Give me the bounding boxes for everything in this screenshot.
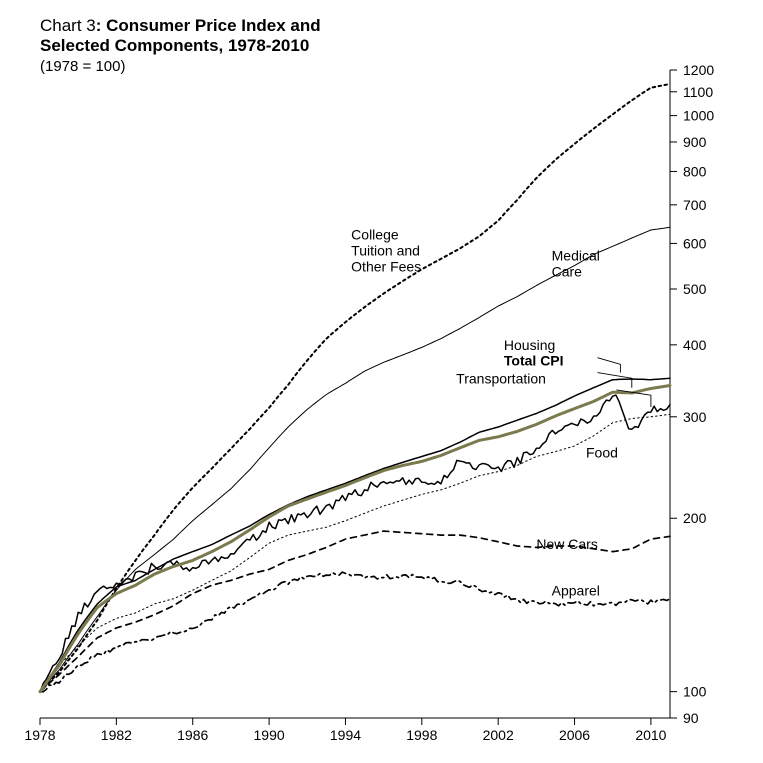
series-label-college: College <box>351 226 399 242</box>
x-tick-label: 2002 <box>483 727 514 743</box>
chart-title-prefix: Chart 3 <box>40 16 96 35</box>
y-tick-label: 90 <box>683 710 699 726</box>
y-tick-label: 900 <box>683 134 707 150</box>
x-tick-label: 1978 <box>24 727 55 743</box>
leader-housing <box>598 358 621 373</box>
series-label-transport: Transportation <box>456 370 546 386</box>
x-tick-label: 1990 <box>254 727 285 743</box>
chart-subtitle: (1978 = 100) <box>40 58 321 75</box>
x-tick-label: 1994 <box>330 727 361 743</box>
y-tick-label: 800 <box>683 163 707 179</box>
y-tick-label: 400 <box>683 337 707 353</box>
series-label-college: Tuition and <box>351 242 420 258</box>
series-food <box>40 414 670 691</box>
y-tick-label: 500 <box>683 281 707 297</box>
y-tick-label: 1200 <box>683 62 714 78</box>
x-tick-label: 1982 <box>101 727 132 743</box>
series-newcars <box>40 531 670 692</box>
series-label-medical: Medical <box>552 248 600 264</box>
series-medical <box>40 227 670 691</box>
y-tick-label: 100 <box>683 684 707 700</box>
y-tick-label: 600 <box>683 235 707 251</box>
series-label-food: Food <box>586 444 618 460</box>
y-tick-label: 1000 <box>683 108 714 124</box>
series-label-totalcpi: Total CPI <box>504 353 564 369</box>
chart-title-bold-2: Selected Components, 1978-2010 <box>40 36 321 56</box>
x-tick-label: 2010 <box>635 727 666 743</box>
series-label-newcars: New Cars <box>536 536 597 552</box>
chart-svg: 1978 1982 1986 1990 1994 1998 2002 2006 2010 90 10… <box>0 0 763 763</box>
y-tick-label: 700 <box>683 197 707 213</box>
x-tick-label: 2006 <box>559 727 590 743</box>
series-label-housing: Housing <box>504 337 555 353</box>
x-tick-label: 1998 <box>406 727 437 743</box>
chart-title-bold: Consumer Price Index and <box>106 16 320 35</box>
y-tick-label: 1100 <box>683 84 713 100</box>
series-college <box>40 84 670 692</box>
series-label-medical: Care <box>552 264 583 280</box>
x-tick-label: 1986 <box>177 727 208 743</box>
y-tick-label: 200 <box>683 510 707 526</box>
series-label-apparel: Apparel <box>552 582 600 598</box>
series-label-college: Other Fees <box>351 258 421 274</box>
chart-title-block: Chart 3: Consumer Price Index and Select… <box>40 16 321 75</box>
chart-container: Chart 3: Consumer Price Index and Select… <box>0 0 763 763</box>
y-tick-label: 300 <box>683 409 707 425</box>
